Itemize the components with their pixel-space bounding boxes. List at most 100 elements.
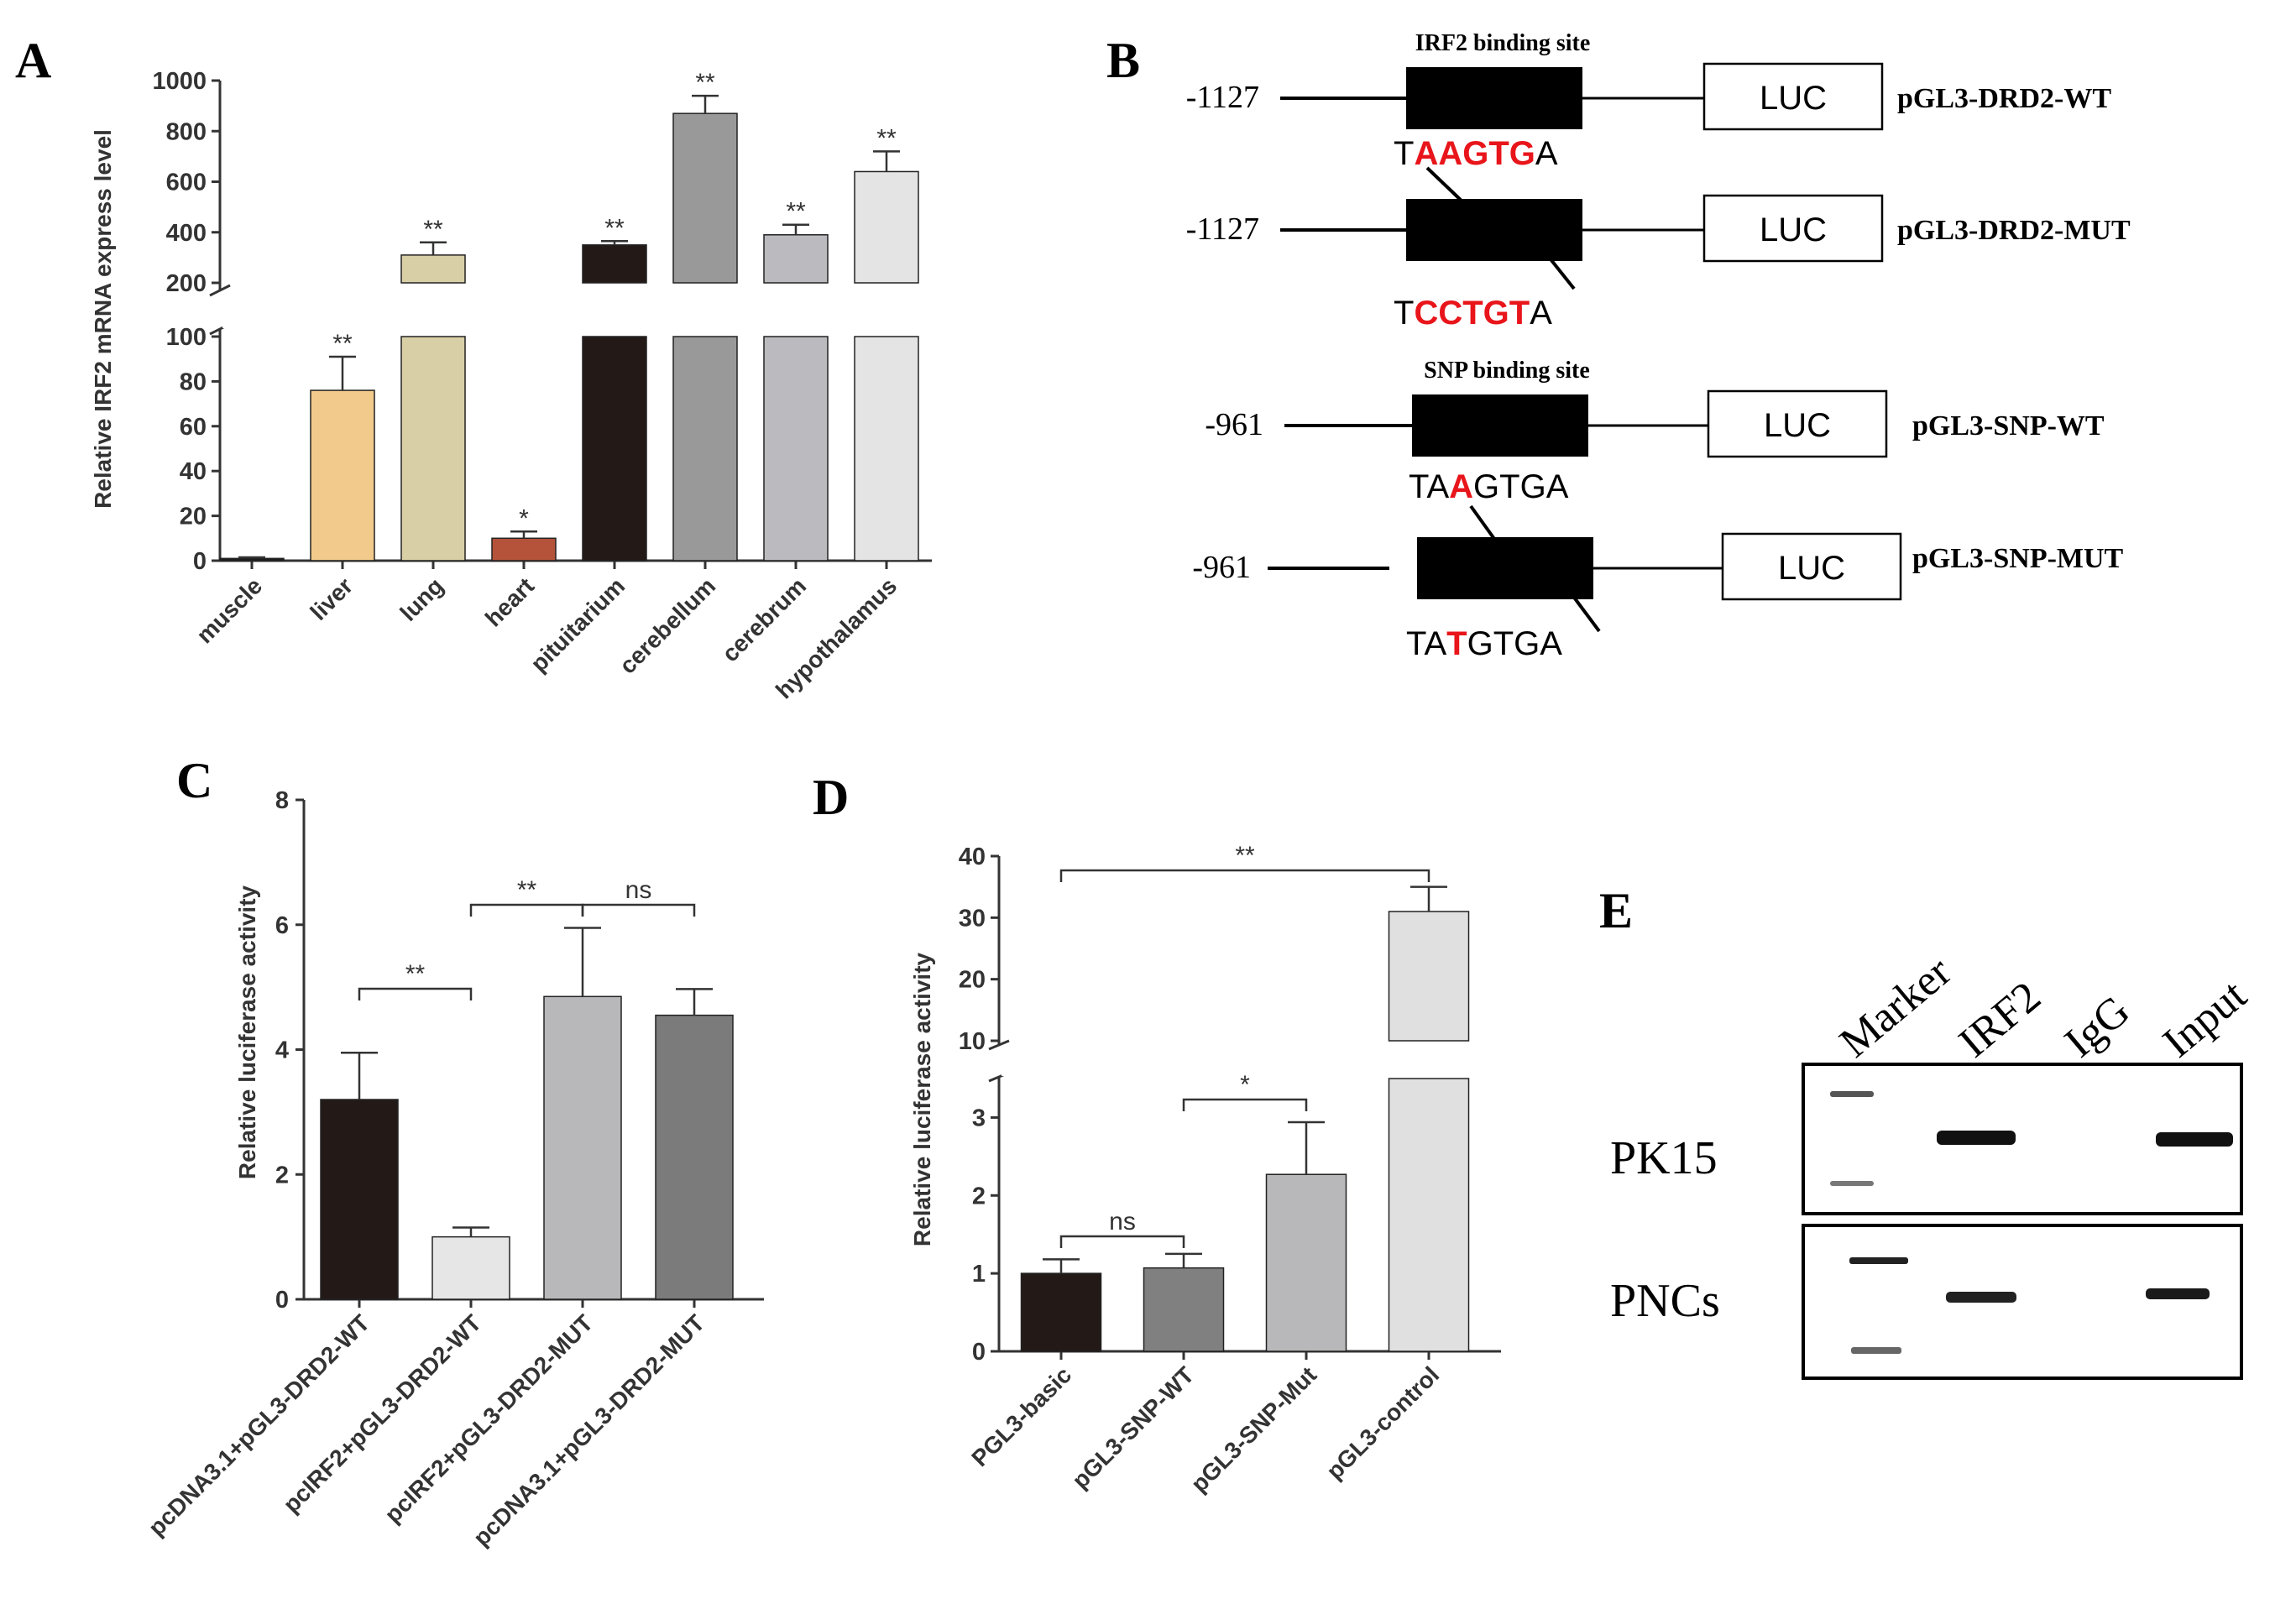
construct-name: pGL3-SNP-WT	[1912, 410, 2105, 441]
category-label: pGL3-SNP-WT	[1067, 1361, 1199, 1493]
binding-sequence: TAAGTGA	[1409, 468, 1569, 505]
y-tick-label: 4	[275, 1037, 289, 1064]
significance-bracket	[469, 903, 584, 917]
y-tick-label: 20	[180, 504, 207, 530]
y-tick-label: 200	[166, 270, 207, 297]
y-tick-label: 2	[972, 1183, 986, 1209]
y-tick-label: 30	[959, 905, 986, 932]
construct-drd2-mut: -1127 LUC pGL3-DRD2-MUT TCCTGTA	[1186, 194, 2131, 332]
category-label: muscle	[191, 572, 267, 648]
panel-a-axes: 0 20 40 60 80 100 200 400 600 800 1000	[152, 68, 932, 575]
irf2-band	[1937, 1131, 2016, 1145]
binding-sequence: TAAGTGA	[1394, 135, 1558, 172]
panel-d: D Relative luciferase activity 0 1 2 3 10 20 3…	[813, 770, 1505, 1497]
significance-marker: **	[695, 69, 715, 97]
row-label-pk15: PK15	[1610, 1132, 1718, 1184]
luc-label: LUC	[1760, 80, 1827, 117]
significance-bracket	[358, 987, 473, 1000]
y-tick-label: 8	[275, 787, 289, 814]
luc-box	[1702, 62, 1884, 131]
bar	[655, 1014, 734, 1300]
y-tick-label: 0	[275, 1287, 289, 1314]
category-label: lung	[395, 572, 449, 626]
bar	[1388, 911, 1470, 1042]
y-tick-label: 600	[166, 170, 207, 196]
bar	[491, 537, 557, 562]
binding-sequence: TCCTGTA	[1394, 295, 1552, 332]
bar	[672, 112, 738, 284]
y-tick-label: 20	[959, 967, 986, 994]
bar	[320, 1099, 399, 1300]
bar	[582, 244, 647, 284]
significance-bracket-label: **	[405, 960, 426, 988]
significance-bracket-label: ns	[1109, 1208, 1136, 1235]
luc-box	[1707, 389, 1888, 458]
input-band	[2156, 1132, 2233, 1147]
bar	[431, 1235, 510, 1300]
bar	[400, 254, 466, 284]
binding-site-box	[1406, 199, 1582, 261]
significance-marker: *	[519, 504, 529, 532]
panel-d-ylabel: Relative luciferase activity	[909, 952, 935, 1246]
lane-label-marker: Marker	[1831, 948, 1960, 1067]
significance-bracket-label: **	[517, 876, 537, 904]
binding-site-box	[1406, 67, 1582, 129]
bar	[854, 336, 919, 562]
category-label: PGL3-basic	[966, 1361, 1076, 1471]
y-tick-label: 0	[972, 1339, 986, 1366]
lane-label-input: Input	[2154, 971, 2256, 1068]
bar	[1020, 1272, 1102, 1352]
bar	[854, 170, 919, 284]
significance-bracket-label: *	[1240, 1071, 1250, 1099]
y-tick-label: 800	[166, 118, 207, 145]
y-tick-label: 10	[959, 1028, 986, 1055]
category-label: pcDNA3.1+pGL3-DRD2-MUT	[468, 1309, 710, 1551]
significance-marker: **	[786, 198, 806, 226]
construct-name: pGL3-DRD2-WT	[1897, 83, 2111, 114]
category-label: liver	[306, 572, 358, 625]
significance-bracket-label: ns	[625, 876, 652, 904]
irf2-band	[1946, 1292, 2016, 1303]
panel-c: C Relative luciferase activity 0 2 4 6 8 pcD…	[144, 753, 764, 1551]
panel-c-letter: C	[176, 753, 212, 808]
significance-bracket	[581, 903, 696, 917]
y-tick-label: 1000	[152, 68, 207, 95]
construct-drd2-wt: -1127 LUC pGL3-DRD2-WT TAAGTGA	[1186, 62, 2111, 206]
construct-position: -1127	[1186, 212, 1259, 247]
bar	[1388, 1078, 1470, 1352]
significance-marker: **	[423, 216, 443, 243]
y-tick-label: 40	[959, 844, 986, 870]
row-label-pncs: PNCs	[1610, 1275, 1720, 1327]
bar	[310, 389, 375, 562]
category-label: cerebellum	[615, 572, 720, 678]
significance-bracket	[1182, 1098, 1308, 1111]
construct-name: pGL3-DRD2-MUT	[1897, 215, 2131, 246]
significance-bracket-label: **	[1235, 842, 1255, 870]
axis-break-gap	[222, 291, 936, 328]
panel-e-letter: E	[1599, 883, 1633, 938]
pointer-line	[1543, 250, 1576, 290]
gel-image-pk15	[1802, 1063, 2243, 1215]
binding-site-box	[1417, 537, 1593, 599]
bar	[1265, 1173, 1347, 1352]
construct-position: -961	[1205, 407, 1263, 442]
snp-binding-site-label: SNP binding site	[1424, 358, 1590, 384]
panel-c-bars: pcDNA3.1+pGL3-DRD2-WTpcIRF2+pGL3-DRD2-WT…	[144, 876, 734, 1551]
lane-label-igg: IgG	[2056, 987, 2139, 1068]
marker-band	[1851, 1347, 1901, 1354]
luc-label: LUC	[1778, 550, 1845, 587]
significance-marker: **	[876, 124, 897, 152]
panel-a-ylabel: Relative IRF2 mRNA express level	[90, 129, 116, 509]
y-tick-label: 400	[166, 220, 207, 247]
category-label: pcIRF2+pGL3-DRD2-WT	[278, 1309, 486, 1518]
marker-band	[1849, 1257, 1908, 1264]
construct-snp-mut: -961 LUC pGL3-SNP-MUT TATGTGA	[1192, 532, 2124, 662]
y-tick-label: 0	[193, 548, 207, 575]
pointer-line	[1568, 590, 1601, 633]
panel-a-bars: muscle**liver**lung*heart**pituitarium**…	[191, 69, 936, 703]
y-tick-label: 60	[180, 414, 207, 441]
panel-b-diagram: B IRF2 binding site -1127 LUC pGL3-DRD2-…	[1106, 30, 2131, 662]
significance-bracket	[1059, 869, 1430, 882]
